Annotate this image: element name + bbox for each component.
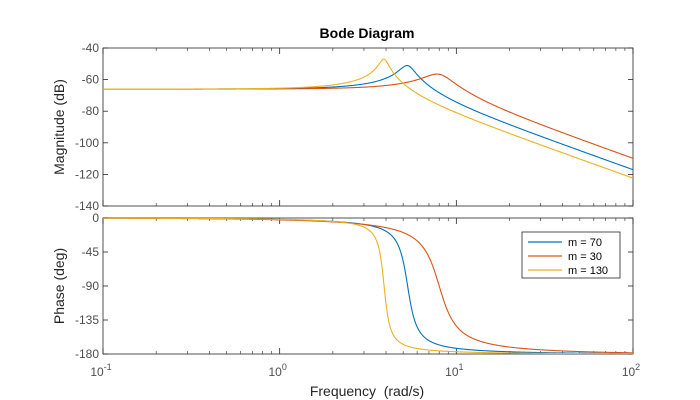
phase-series-line (103, 218, 633, 354)
magnitude-ytick-label: -80 (82, 104, 100, 118)
legend-entry: m = 70 (568, 237, 602, 249)
magnitude-series-line (103, 58, 633, 179)
magnitude-ytick-label: -60 (82, 73, 100, 87)
magnitude-ytick-label: -140 (75, 199, 99, 213)
legend-entry: m = 130 (568, 265, 608, 277)
magnitude-ytick-label: -40 (82, 41, 100, 55)
x-tick-label: 10-1 (90, 362, 111, 379)
x-tick-label: 102 (622, 362, 640, 379)
phase-ytick-label: -135 (75, 313, 99, 327)
phase-ytick-label: 0 (92, 211, 99, 225)
phase-ytick-label: -180 (75, 347, 99, 361)
phase-ytick-label: -90 (82, 279, 100, 293)
magnitude-ylabel: Magnitude (dB) (51, 79, 67, 175)
legend: m = 70 m = 30 m = 130 (521, 231, 621, 279)
magnitude-ytick-label: -120 (75, 167, 99, 181)
phase-ytick-label: -45 (82, 245, 100, 259)
x-tick-label: 100 (268, 362, 286, 379)
plot-layer: -40 -60 -80 -100 -120 -140 Magnitude (dB) 0 -45 -… (51, 41, 640, 379)
chart-title: Bode Diagram (320, 25, 415, 41)
magnitude-ytick-label: -100 (75, 136, 99, 150)
magnitude-panel: -40 -60 -80 -100 -120 -140 Magnitude (dB) (51, 41, 634, 213)
magnitude-axes-box (102, 47, 634, 207)
phase-ylabel: Phase (deg) (51, 248, 67, 324)
x-tick-label: 101 (445, 362, 463, 379)
x-axis-label: Frequency (rad/s) (310, 383, 424, 399)
legend-entry: m = 30 (568, 251, 602, 263)
